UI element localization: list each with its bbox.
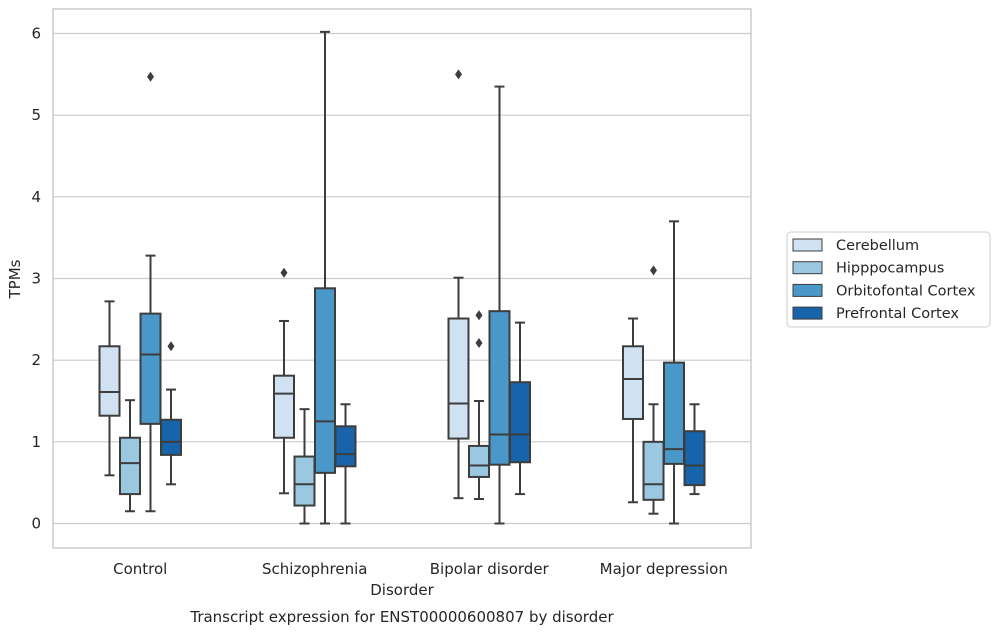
box-iqr <box>622 345 644 420</box>
outlier-point <box>650 265 657 276</box>
y-tick-labels: 0 1 2 3 4 5 6 <box>31 25 41 533</box>
y-tick-label: 6 <box>31 25 41 43</box>
legend: Cerebellum Hipppocampus Orbitofontal Corte… <box>786 231 991 328</box>
box-group <box>663 220 685 525</box>
box-iqr <box>447 317 470 440</box>
x-tick-label: Schizophrenia <box>262 560 367 578</box>
outlier-point <box>147 71 154 82</box>
box-iqr <box>468 444 490 478</box>
box-iqr <box>488 310 511 466</box>
box-iqr <box>119 436 141 496</box>
box-group <box>509 321 531 496</box>
box-group <box>160 341 182 486</box>
box-groups <box>98 30 706 525</box>
box-iqr <box>683 430 706 487</box>
legend-label: Prefrontal Cortex <box>836 306 959 322</box>
chart-caption: Transcript expression for ENST0000060080… <box>189 608 614 626</box>
y-tick-label: 5 <box>31 106 41 124</box>
x-tick-labels: Control Schizophrenia Bipolar disorder Majo… <box>113 560 728 578</box>
box-group <box>314 30 336 525</box>
y-tick-label: 0 <box>31 515 41 533</box>
box-group <box>293 408 316 525</box>
outlier-point <box>475 310 483 321</box>
box-iqr <box>98 345 121 417</box>
box-iqr <box>334 425 357 468</box>
legend-label: Hipppocampus <box>836 261 944 277</box>
legend-swatch <box>792 261 823 275</box>
box-iqr <box>314 287 336 474</box>
box-iqr <box>663 361 685 465</box>
box-group <box>334 403 357 525</box>
box-group <box>139 71 162 513</box>
box-iqr <box>642 440 665 501</box>
legend-swatch <box>792 306 823 320</box>
outlier-point <box>455 69 462 80</box>
box-group <box>98 300 121 477</box>
box-group <box>488 85 511 525</box>
legend-frame <box>786 231 991 328</box>
box-group <box>683 403 706 496</box>
outlier-point <box>475 338 483 349</box>
plot-area-frame <box>52 8 752 549</box>
box-group <box>622 317 644 504</box>
y-tick-label: 3 <box>31 270 41 288</box>
legend-swatch <box>792 283 823 297</box>
box-iqr <box>293 455 316 507</box>
box-group <box>119 399 141 513</box>
box-iqr <box>509 381 531 464</box>
x-axis-label: Disorder <box>370 581 434 599</box>
box-iqr <box>160 418 182 456</box>
legend-label: Orbitofontal Cortex <box>836 283 976 299</box>
outlier-point <box>167 341 175 352</box>
y-tick-label: 2 <box>31 351 41 369</box>
box-group <box>642 265 665 515</box>
y-tick-label: 4 <box>31 188 41 206</box>
y-axis-label: TPMs <box>6 259 24 299</box>
box-iqr <box>139 312 162 425</box>
y-tick-label: 1 <box>31 433 41 451</box>
box-iqr <box>273 374 295 439</box>
legend-swatch <box>792 238 823 252</box>
x-tick-label: Major depression <box>600 560 728 578</box>
legend-label: Cerebellum <box>836 238 919 254</box>
x-tick-label: Control <box>113 560 167 578</box>
x-tick-label: Bipolar disorder <box>430 560 550 578</box>
box-group <box>273 267 295 495</box>
outlier-point <box>280 267 288 278</box>
box-group <box>447 69 470 500</box>
